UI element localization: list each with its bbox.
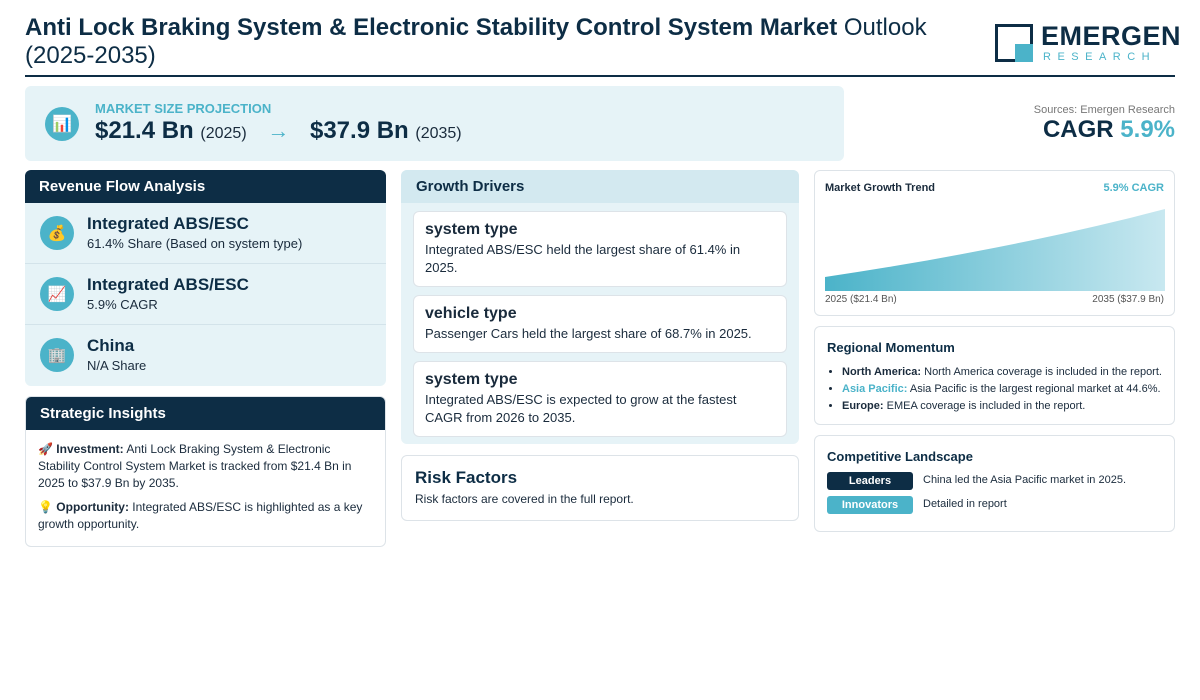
cagr-value: 5.9% [1120, 116, 1175, 143]
trend-x-end: 2035 ($37.9 Bn) [1092, 294, 1164, 305]
revenue-item: 🏢 China N/A Share [25, 325, 386, 386]
driver-title: system type [425, 371, 518, 388]
header: Anti Lock Braking System & Electronic St… [25, 14, 1181, 77]
drivers-title: Growth Drivers [401, 170, 799, 203]
driver-title: system type [425, 221, 518, 238]
trend-x-start: 2025 ($21.4 Bn) [825, 294, 897, 305]
revenue-item-sub: 61.4% Share (Based on system type) [87, 236, 303, 251]
regional-momentum: Regional Momentum North America: North A… [814, 326, 1175, 425]
competitive-landscape: Competitive Landscape Leaders China led … [814, 435, 1175, 532]
logo-mark-icon [995, 24, 1033, 62]
risk-text: Risk factors are covered in the full rep… [415, 492, 634, 506]
region-item-asia-pacific: Asia Pacific: Asia Pacific is the larges… [842, 381, 1172, 398]
revenue-flow-analysis: Revenue Flow Analysis 💰 Integrated ABS/E… [25, 170, 386, 386]
innovators-badge: Innovators [827, 496, 913, 514]
revenue-item-title: Integrated ABS/ESC [87, 214, 249, 233]
trend-chart-icon: 📈 [40, 277, 74, 311]
growth-drivers: Growth Drivers system type Integrated AB… [401, 170, 799, 444]
emergen-logo: EMERGEN RESEARCH [995, 22, 1181, 64]
driver-card: vehicle type Passenger Cars held the lar… [413, 295, 787, 353]
revenue-item-sub: N/A Share [87, 358, 147, 373]
driver-card: system type Integrated ABS/ESC is expect… [413, 361, 787, 437]
projection-label: MARKET SIZE PROJECTION [95, 101, 272, 116]
trend-area [825, 209, 1165, 291]
cagr-summary: CAGR 5.9% [1043, 116, 1175, 144]
page-title: Anti Lock Braking System & Electronic St… [25, 14, 927, 69]
projection-values: $21.4 Bn (2025) → $37.9 Bn (2035) [95, 117, 462, 145]
bar-chart-icon: 📊 [45, 107, 79, 141]
revenue-title: Revenue Flow Analysis [25, 170, 386, 203]
trend-title: Market Growth Trend [825, 182, 936, 194]
arrow-right-icon: → [267, 118, 290, 143]
logo-name: EMERGEN [1041, 21, 1182, 51]
revenue-item: 💰 Integrated ABS/ESC 61.4% Share (Based … [25, 203, 386, 264]
rocket-icon: 🚀 [38, 442, 53, 456]
start-value: $21.4 Bn [95, 117, 194, 144]
competitive-text: China led the Asia Pacific market in 202… [923, 474, 1127, 486]
trend-area-chart [825, 209, 1165, 291]
driver-text: Passenger Cars held the largest share of… [425, 326, 752, 341]
cagr-label: CAGR [1042, 116, 1114, 143]
competitive-title: Competitive Landscape [827, 449, 973, 464]
end-value: $37.9 Bn [309, 117, 409, 144]
region-item-europe: Europe: EMEA coverage is included in the… [842, 398, 1172, 415]
money-bag-icon: 💰 [40, 216, 74, 250]
trend-cagr: 5.9% CAGR [1103, 182, 1164, 194]
driver-text: Integrated ABS/ESC is expected to grow a… [425, 392, 737, 425]
revenue-item-title: China [87, 336, 135, 355]
risk-factors: Risk Factors Risk factors are covered in… [401, 455, 799, 521]
competitive-text: Detailed in report [923, 498, 1007, 510]
start-year: (2025) [200, 125, 247, 142]
revenue-item-title: Integrated ABS/ESC [87, 275, 249, 294]
driver-text: Integrated ABS/ESC held the largest shar… [425, 242, 741, 275]
risk-title: Risk Factors [415, 468, 518, 487]
end-year: (2035) [415, 125, 462, 142]
region-item-north-america: North America: North America coverage is… [842, 364, 1172, 381]
leaders-badge: Leaders [827, 472, 913, 490]
building-icon: 🏢 [40, 338, 74, 372]
insight-opportunity: 💡 Opportunity: Integrated ABS/ESC is hig… [38, 500, 363, 531]
logo-sub: RESEARCH [1043, 51, 1157, 63]
driver-title: vehicle type [425, 305, 517, 322]
insight-investment: 🚀 Investment: Anti Lock Braking System &… [38, 442, 352, 490]
driver-card: system type Integrated ABS/ESC held the … [413, 211, 787, 287]
region-title: Regional Momentum [827, 340, 955, 355]
insights-title: Strategic Insights [26, 397, 385, 430]
revenue-item: 📈 Integrated ABS/ESC 5.9% CAGR [25, 264, 386, 325]
revenue-item-sub: 5.9% CAGR [87, 297, 158, 312]
lightbulb-icon: 💡 [38, 500, 53, 514]
strategic-insights: Strategic Insights 🚀 Investment: Anti Lo… [25, 396, 386, 547]
sources: Sources: Emergen Research [1033, 104, 1175, 116]
market-growth-trend: Market Growth Trend 5.9% CAGR 2025 ($21.… [814, 170, 1175, 316]
region-list: North America: North America coverage is… [842, 364, 1172, 415]
market-size-projection: 📊 MARKET SIZE PROJECTION $21.4 Bn (2025)… [25, 86, 844, 161]
